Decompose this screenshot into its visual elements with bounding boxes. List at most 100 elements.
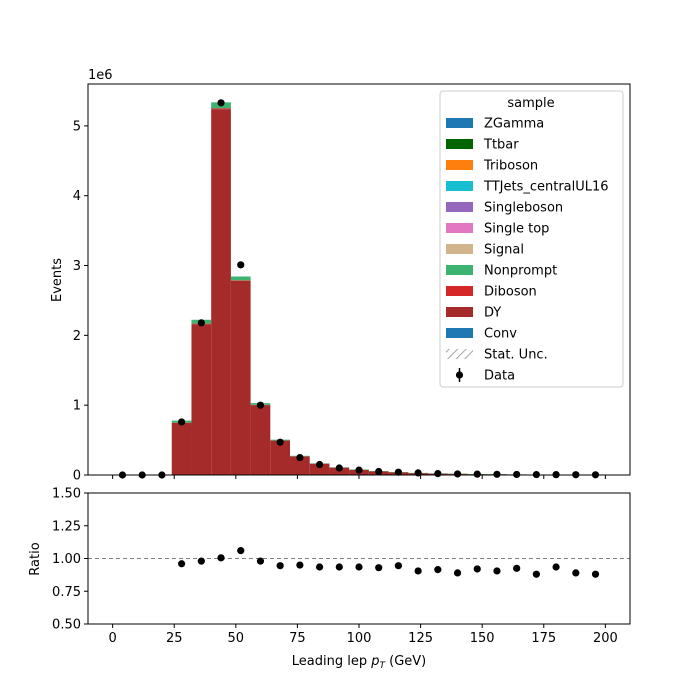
ratio-point	[513, 564, 521, 572]
bar-dy	[290, 456, 310, 475]
bar-dy	[230, 280, 251, 475]
legend-entries: ZGamma Ttbar Triboson TTJets_centralUL16 Sin…	[446, 117, 609, 384]
ratio-point	[335, 563, 343, 571]
data-point	[178, 418, 186, 426]
legend-label-conv: Conv	[484, 327, 517, 342]
x-axis-label-subscript: T	[379, 661, 386, 671]
legend-swatch-conv	[446, 328, 473, 338]
legend-swatch-ttjets-centralul16	[446, 181, 473, 191]
legend-swatch-stat-unc-	[446, 349, 473, 359]
legend-marker-data	[455, 371, 464, 379]
legend-label-diboson: Diboson	[484, 285, 537, 300]
main-panel: 0 1 2 3 4 5 1e6 Events	[50, 68, 631, 484]
bar-dy	[171, 422, 192, 475]
data-point	[256, 401, 265, 409]
ratio-y-tick-label: 1.25	[52, 519, 81, 534]
data-point	[513, 470, 521, 479]
ratio-panel: 0.50 0.75 1.00 1.25 1.50 0 25 50 75 100 125 150 175…	[28, 487, 631, 671]
legend-label-data: Data	[484, 369, 515, 384]
x-tick-label: 25	[166, 631, 183, 646]
ratio-y-tick-label: 1.00	[52, 552, 81, 567]
x-axis-label: Leading lep pT (GeV)	[292, 654, 426, 671]
data-point	[197, 319, 205, 327]
x-tick-label: 50	[228, 631, 245, 646]
ratio-y-tick-label: 0.50	[52, 618, 81, 633]
legend-label-zgamma: ZGamma	[484, 117, 544, 132]
ratio-y-axis: 0.50 0.75 1.00 1.25 1.50	[52, 487, 88, 633]
ratio-point	[434, 566, 442, 574]
ratio-point	[197, 557, 205, 565]
legend: sample ZGamma Ttbar Triboson TTJets_central…	[439, 90, 624, 388]
ratio-y-tick-label: 0.75	[52, 585, 81, 600]
bar-diboson	[230, 280, 251, 281]
data-point	[217, 99, 225, 107]
ratio-axis-label: Ratio	[28, 542, 43, 575]
data-point	[434, 470, 442, 478]
legend-label-signal: Signal	[484, 243, 524, 258]
data-point	[237, 261, 245, 269]
legend-swatch-ttbar	[446, 139, 473, 149]
ratio-point	[394, 562, 403, 570]
legend-label-ttjets-centralul16: TTJets_centralUL16	[483, 180, 609, 195]
x-tick-label: 0	[108, 631, 116, 646]
bar-nonprompt	[230, 276, 251, 281]
ratio-point	[591, 570, 600, 578]
x-axis-label-symbol: p	[370, 654, 379, 669]
ratio-point	[276, 562, 284, 570]
ratio-point	[493, 567, 501, 575]
ratio-y-tick-label: 1.50	[52, 487, 81, 502]
bar-dy	[309, 463, 330, 475]
y-tick-label: 0	[73, 469, 81, 484]
x-tick-label: 75	[289, 631, 306, 646]
legend-label-ttbar: Ttbar	[483, 138, 519, 153]
y-tick-label: 4	[73, 189, 81, 204]
y-tick-label: 5	[73, 119, 81, 134]
ratio-point	[552, 563, 560, 571]
ratio-point	[532, 570, 540, 578]
ratio-point	[217, 554, 225, 562]
x-tick-label: 100	[347, 631, 372, 646]
offset-label: 1e6	[88, 68, 113, 83]
data-point	[394, 468, 403, 476]
legend-swatch-nonprompt	[446, 265, 473, 275]
data-point	[355, 466, 363, 474]
y-tick-label: 1	[73, 399, 81, 414]
bar-dy	[250, 405, 271, 475]
ratio-point	[178, 560, 186, 568]
main-x-axis	[112, 475, 606, 479]
legend-swatch-signal	[446, 244, 473, 254]
x-axis-label-unit: (GeV)	[385, 654, 426, 669]
ratio-point	[315, 563, 324, 571]
legend-swatch-diboson	[446, 286, 473, 296]
data-point	[296, 453, 304, 462]
ratio-plot-area	[88, 547, 630, 578]
x-tick-label: 200	[593, 631, 618, 646]
bar-dy	[211, 109, 231, 475]
data-point	[276, 438, 284, 446]
legend-swatch-dy	[446, 307, 473, 317]
legend-title: sample	[507, 96, 554, 111]
data-point	[315, 460, 324, 469]
ratio-point	[453, 569, 462, 577]
legend-label-singleboson: Singleboson	[484, 201, 563, 216]
main-plot-area	[118, 99, 606, 479]
x-tick-label: 175	[531, 631, 556, 646]
legend-swatch-single-top	[446, 223, 473, 233]
ratio-point	[296, 561, 304, 569]
legend-swatch-singleboson	[446, 202, 473, 212]
y-tick-label: 2	[73, 329, 81, 344]
legend-swatch-triboson	[446, 160, 473, 170]
legend-swatch-zgamma	[446, 118, 473, 128]
ratio-x-axis: 0 25 50 75 100 125 150 175 200	[108, 624, 618, 646]
x-tick-label: 125	[408, 631, 433, 646]
main-y-axis: 0 1 2 3 4 5	[73, 119, 88, 484]
x-tick-label: 150	[470, 631, 495, 646]
ratio-point	[355, 563, 363, 571]
data-point	[375, 467, 383, 476]
legend-label-single-top: Single top	[484, 222, 549, 237]
data-point	[493, 470, 501, 478]
ratio-point	[414, 567, 422, 575]
ratio-point	[256, 557, 265, 565]
data-point	[453, 470, 462, 478]
